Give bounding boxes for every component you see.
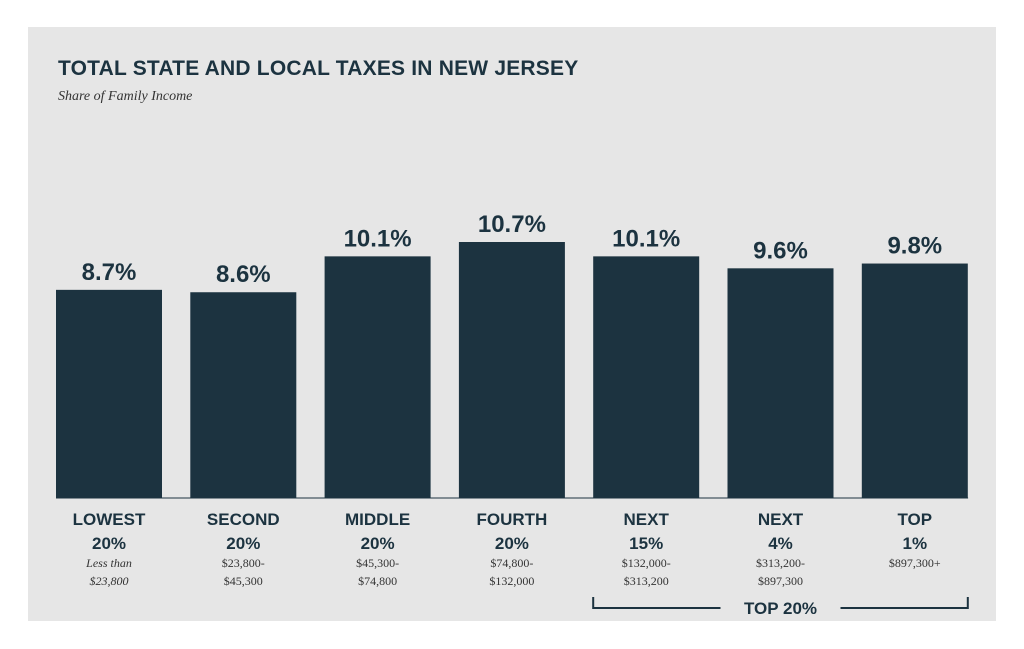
bar xyxy=(861,263,968,498)
bar xyxy=(190,292,297,498)
category-label: MIDDLE xyxy=(345,510,410,529)
income-range: $897,300+ xyxy=(889,556,941,570)
category-label: 20% xyxy=(495,534,529,553)
chart-panel: TOTAL STATE AND LOCAL TAXES IN NEW JERSE… xyxy=(28,27,996,621)
income-range: $132,000- xyxy=(622,556,671,570)
value-label: 9.6% xyxy=(753,237,808,264)
category-label: SECOND xyxy=(207,510,280,529)
category-label: LOWEST xyxy=(73,510,146,529)
bracket-line xyxy=(592,597,721,609)
value-label: 8.7% xyxy=(82,259,137,286)
chart-title: TOTAL STATE AND LOCAL TAXES IN NEW JERSE… xyxy=(58,57,579,80)
value-label: 10.1% xyxy=(612,225,680,252)
income-range: $45,300- xyxy=(356,556,399,570)
category-label: 1% xyxy=(903,534,928,553)
income-range: $897,300 xyxy=(758,574,803,588)
bar xyxy=(593,256,700,498)
category-label: FOURTH xyxy=(476,510,547,529)
income-range: $74,800 xyxy=(358,574,397,588)
value-label: 10.7% xyxy=(478,211,546,238)
income-range: $313,200- xyxy=(756,556,805,570)
value-label: 9.8% xyxy=(887,233,942,260)
category-label: NEXT xyxy=(624,510,670,529)
bar xyxy=(727,268,834,498)
category-label: 20% xyxy=(361,534,395,553)
bracket-line xyxy=(840,597,969,609)
income-range: $313,200 xyxy=(624,574,669,588)
income-range: $23,800- xyxy=(222,556,265,570)
income-range: $132,000 xyxy=(489,574,534,588)
income-range: $74,800- xyxy=(490,556,533,570)
category-label: 4% xyxy=(768,534,793,553)
income-range: $23,800 xyxy=(90,574,129,588)
category-label: NEXT xyxy=(758,510,804,529)
bar xyxy=(458,242,565,498)
bar xyxy=(56,289,162,498)
value-label: 10.1% xyxy=(344,225,412,252)
category-label: TOP xyxy=(897,510,932,529)
category-label: 20% xyxy=(226,534,260,553)
bar-chart: 8.7% LOWEST 20% Less than $23,800 8.6% SECOND 2… xyxy=(56,211,969,618)
category-label: 15% xyxy=(629,534,663,553)
bar xyxy=(324,256,431,498)
income-range: Less than xyxy=(85,556,132,570)
income-range: $45,300 xyxy=(224,574,263,588)
bracket-label: TOP 20% xyxy=(744,599,817,618)
value-label: 8.6% xyxy=(216,261,271,288)
chart-subtitle: Share of Family Income xyxy=(58,89,193,104)
category-label: 20% xyxy=(92,534,126,553)
